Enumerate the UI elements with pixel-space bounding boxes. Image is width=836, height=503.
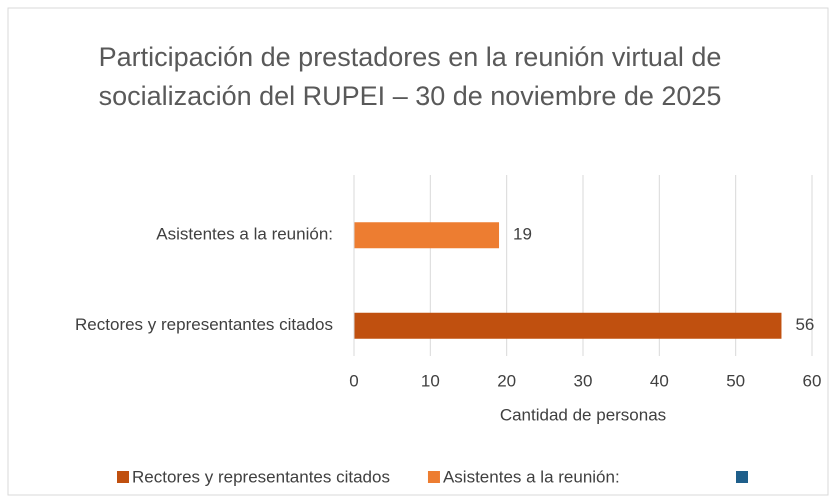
x-tick-label: 20 xyxy=(497,371,516,390)
chart-title: Participación de prestadores en la reuni… xyxy=(98,42,722,111)
legend-swatch xyxy=(117,471,129,483)
x-axis-title: Cantidad de personas xyxy=(500,405,666,424)
x-tick-label: 50 xyxy=(726,371,745,390)
y-tick-label: Asistentes a la reunión: xyxy=(156,225,333,244)
x-tick-label: 60 xyxy=(803,371,822,390)
x-tick-label: 40 xyxy=(650,371,669,390)
data-label: 19 xyxy=(513,225,532,244)
bar xyxy=(354,312,782,339)
legend-swatch xyxy=(736,471,748,483)
x-tick-label: 30 xyxy=(574,371,593,390)
x-tick-label: 0 xyxy=(349,371,358,390)
legend-label: Rectores y representantes citados xyxy=(132,467,390,486)
legend-swatch xyxy=(427,471,440,483)
y-tick-label: Rectores y representantes citados xyxy=(75,315,333,334)
chart-border xyxy=(7,7,829,496)
data-label: 56 xyxy=(795,315,814,334)
bar xyxy=(354,222,500,249)
legend-label: Asistentes a la reunión: xyxy=(443,467,620,486)
x-tick-label: 10 xyxy=(421,371,440,390)
